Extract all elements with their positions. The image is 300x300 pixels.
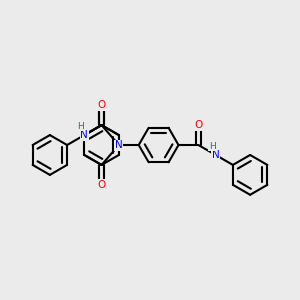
Text: O: O: [98, 100, 106, 110]
Text: H: H: [77, 122, 84, 130]
Text: N: N: [212, 150, 220, 160]
Text: H: H: [209, 142, 215, 151]
Text: O: O: [98, 100, 106, 110]
Text: O: O: [98, 180, 106, 190]
Text: O: O: [194, 120, 202, 130]
Text: N: N: [80, 130, 88, 140]
Text: N: N: [115, 140, 123, 150]
